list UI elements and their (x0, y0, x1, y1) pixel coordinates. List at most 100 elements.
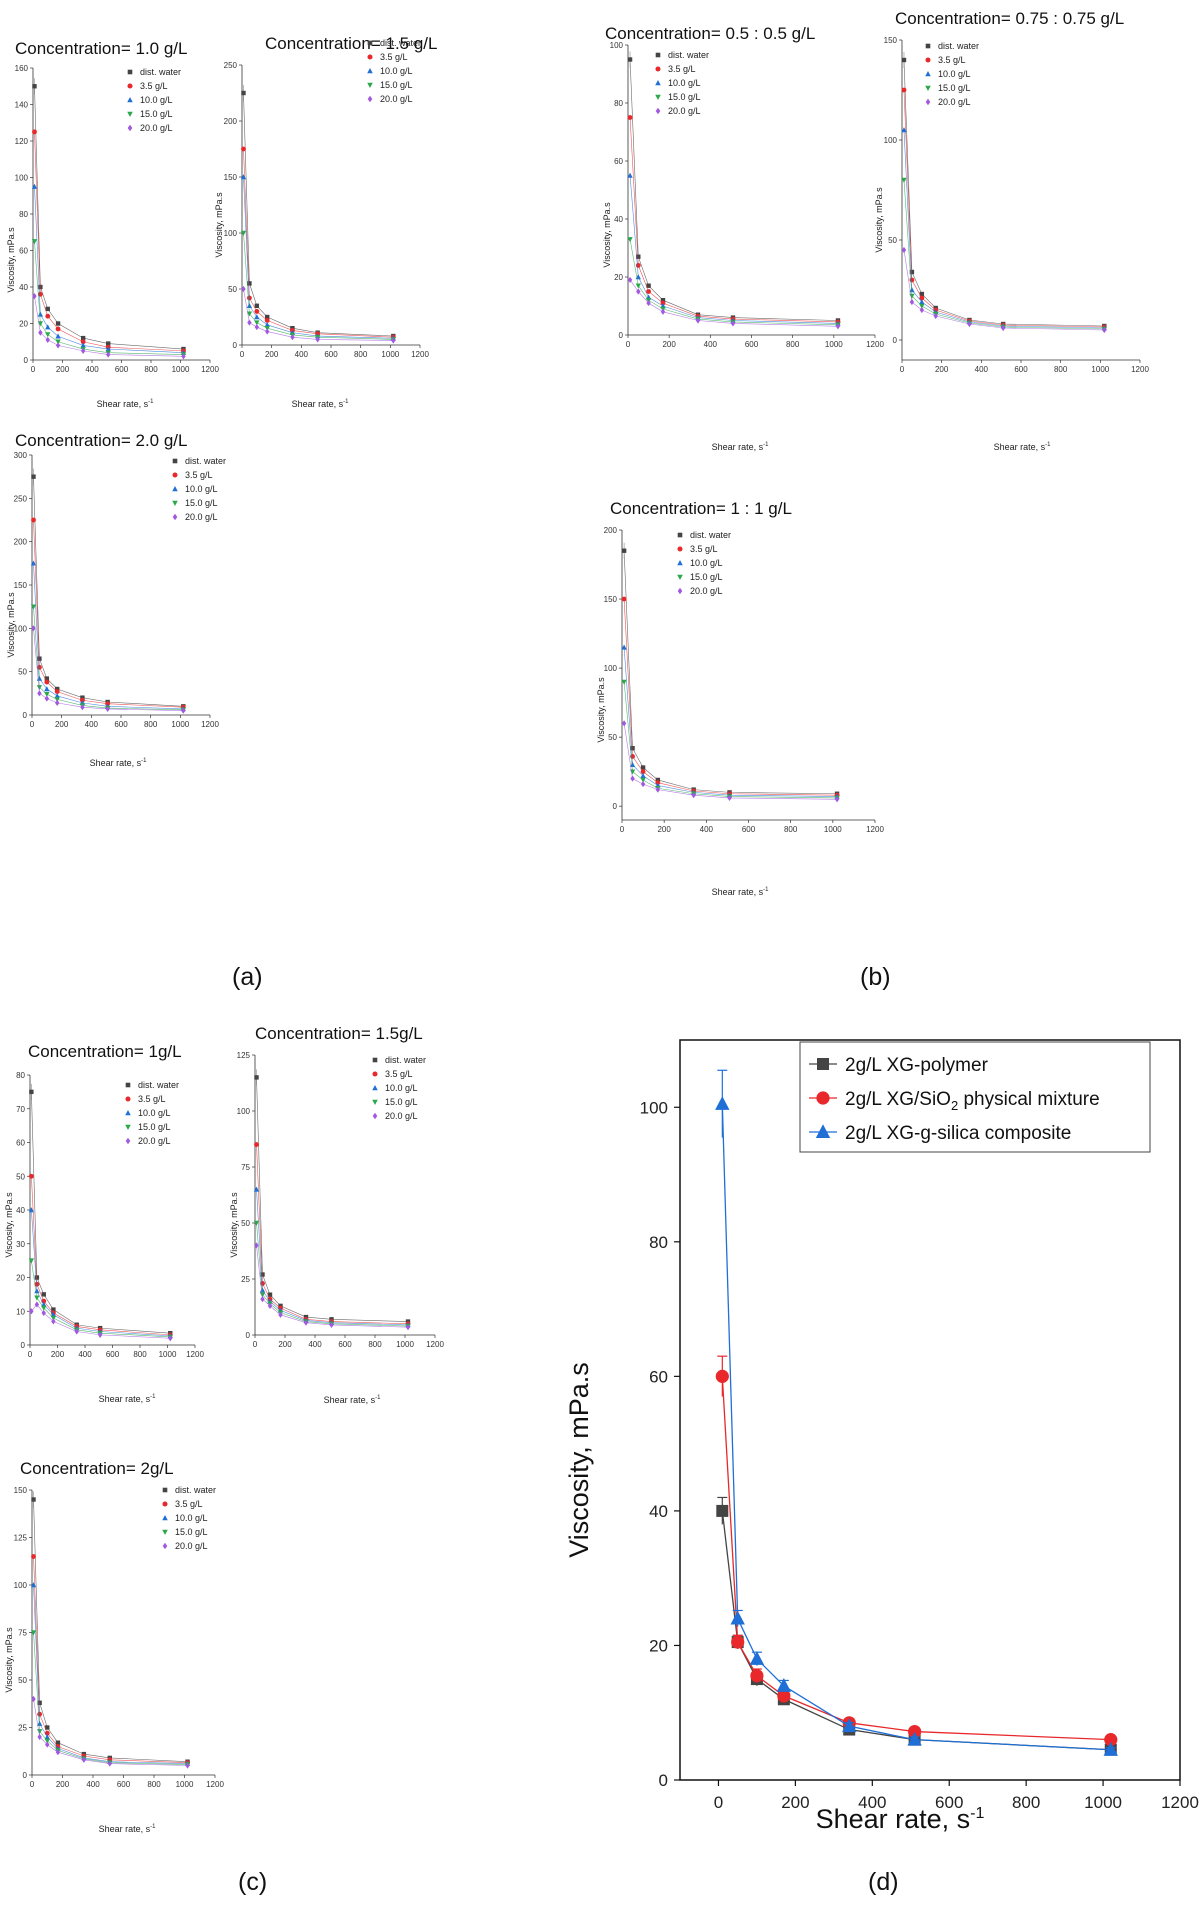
b1-xtick-label: 600 (745, 340, 759, 349)
a1-data-point (45, 306, 50, 312)
chart-d-series-line (721, 1103, 1111, 1751)
a2-series-line (243, 92, 394, 337)
a3-data-point (31, 517, 36, 523)
chart-c2-title: Concentration= 1.5g/L (255, 1024, 423, 1043)
a3-legend-marker (172, 500, 178, 506)
a1-xtick-label: 1200 (201, 365, 219, 374)
a1-legend-marker (127, 124, 133, 132)
chart-b2-xlabel: Shear rate, s-1 (994, 442, 1052, 452)
b3-data-point (621, 679, 627, 685)
a3-data-point (31, 625, 36, 632)
chart-d-legend-label: 2g/L XG-polymer (845, 1055, 989, 1076)
c2-xtick-label: 200 (278, 1340, 292, 1349)
a3-ytick-label: 150 (14, 581, 28, 590)
c2-ytick-label: 50 (241, 1219, 250, 1228)
b1-series-line (629, 59, 838, 321)
chart-a1-svg: Concentration= 1.0 g/L Viscosity, mPa.s … (6, 39, 219, 409)
c2-data-point (260, 1296, 265, 1303)
c3-data-point (45, 1741, 50, 1748)
b2-xtick-label: 1000 (1091, 365, 1109, 374)
c3-ytick-label: 25 (18, 1724, 27, 1733)
c2-xtick-label: 400 (308, 1340, 322, 1349)
b1-data-point (646, 283, 651, 288)
a3-series-line (33, 519, 184, 708)
b1-xtick-label: 200 (662, 340, 676, 349)
a2-legend-label: dist. water (380, 38, 421, 48)
a1-data-point (106, 341, 111, 346)
c2-ytick-label: 25 (241, 1275, 250, 1284)
b3-legend-marker (677, 587, 683, 595)
b2-legend-marker (925, 57, 931, 63)
c3-data-point (37, 1733, 42, 1741)
chart-d-data-point (777, 1689, 791, 1703)
b1-legend-marker (655, 80, 661, 86)
b1-data-point (660, 298, 666, 303)
a2-data-point (315, 336, 320, 343)
a1-data-point (80, 339, 86, 345)
b3-data-point (629, 761, 636, 767)
c1-data-point (51, 1307, 56, 1312)
a2-data-point (254, 303, 260, 308)
c1-legend-label: 20.0 g/L (138, 1136, 171, 1146)
chart-b3-ylabel: Viscosity, mPa.s (596, 677, 606, 743)
chart-d-data-point (715, 1369, 729, 1383)
b3-data-point (691, 792, 696, 799)
chart-b2-svg: Concentration= 0.75 : 0.75 g/L Viscosity… (874, 9, 1149, 452)
b2-data-point (919, 291, 925, 297)
chart-d-xtick-label: 800 (1012, 1793, 1040, 1812)
c1-legend-label: 10.0 g/L (138, 1108, 171, 1118)
b2-ytick-label: 100 (884, 136, 898, 145)
c3-xtick-label: 1000 (176, 1780, 194, 1789)
c1-ytick-label: 50 (16, 1172, 25, 1181)
a3-data-point (36, 675, 43, 681)
chart-c3-ylabel: Viscosity, mPa.s (4, 1627, 14, 1693)
c2-data-point (267, 1292, 273, 1297)
c2-xtick-label: 0 (253, 1340, 258, 1349)
a1-data-point (55, 333, 61, 339)
chart-d-ytick-label: 60 (649, 1367, 668, 1386)
b3-series-line (623, 599, 838, 796)
a2-xtick-label: 1000 (381, 350, 399, 359)
c3-data-point (107, 1760, 112, 1767)
b1-xtick-label: 400 (704, 340, 718, 349)
chart-d-legend-marker (816, 1091, 830, 1105)
a2-legend-label: 3.5 g/L (380, 52, 408, 62)
b3-data-point (621, 596, 627, 602)
chart-d-data-point (750, 1669, 764, 1683)
c3-xtick-label: 400 (86, 1780, 100, 1789)
a3-legend-marker (172, 458, 178, 464)
chart-d-xtick-label: 200 (781, 1793, 809, 1812)
c1-ytick-label: 70 (16, 1105, 25, 1114)
b3-data-point (630, 775, 635, 782)
c1-ytick-label: 40 (16, 1206, 25, 1215)
c3-xtick-label: 800 (147, 1780, 161, 1789)
b3-legend-marker (677, 546, 683, 552)
panel-label-d: (d) (868, 1868, 899, 1896)
c3-series-line (33, 1499, 188, 1762)
b2-legend-label: 15.0 g/L (938, 83, 971, 93)
c3-ytick-label: 100 (14, 1581, 28, 1590)
a1-xtick-label: 0 (31, 365, 36, 374)
c3-ytick-label: 0 (23, 1771, 28, 1780)
c1-data-point (28, 1173, 34, 1179)
a1-data-point (181, 353, 186, 360)
chart-d-data-point (715, 1096, 730, 1110)
b3-ytick-label: 150 (604, 595, 618, 604)
a1-xtick-label: 800 (144, 365, 158, 374)
b2-xtick-label: 1200 (1131, 365, 1149, 374)
a1-xtick-label: 600 (115, 365, 129, 374)
chart-d-data-point (716, 1504, 729, 1517)
b3-data-point (640, 777, 646, 783)
a1-series-line (34, 131, 184, 352)
chart-b3-title: Concentration= 1 : 1 g/L (610, 499, 792, 518)
a1-data-point (32, 293, 37, 300)
c1-series-line (31, 1260, 171, 1338)
c1-data-point (51, 1318, 56, 1325)
a1-data-point (45, 332, 51, 338)
b2-data-point (909, 269, 915, 275)
c1-data-point (34, 1275, 40, 1280)
a1-ytick-label: 20 (19, 320, 28, 329)
c3-ytick-label: 125 (14, 1534, 28, 1543)
b2-series-line (903, 59, 1105, 327)
b3-legend-marker (677, 560, 683, 566)
